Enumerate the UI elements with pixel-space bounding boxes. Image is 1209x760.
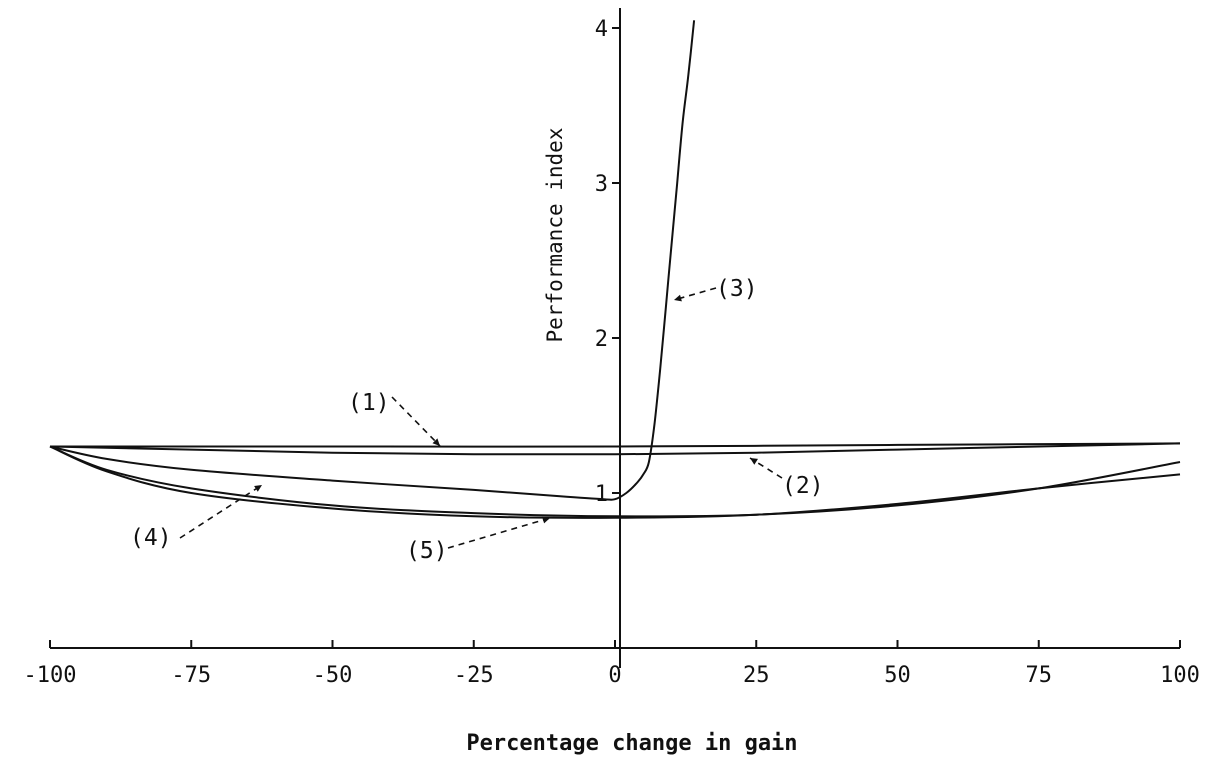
x-tick-label: 25	[743, 663, 770, 688]
series-arrowhead-2	[750, 458, 758, 465]
series-label-3: (3)	[716, 276, 758, 302]
series-leader-3	[673, 287, 717, 301]
x-tick-label: -25	[454, 663, 494, 688]
series-arrowhead-5	[542, 516, 550, 524]
x-tick-label: -75	[171, 663, 211, 688]
series-leader-1	[391, 396, 441, 447]
series-arrowhead-1	[432, 438, 440, 446]
y-tick-label: 2	[595, 327, 608, 352]
y-tick-label: 4	[595, 17, 608, 42]
y-tick-label: 3	[595, 172, 608, 197]
axes: -100 -75 -50 -25 0 25 50 75 100 1 2 3 4	[24, 8, 1200, 688]
curve-labels: (1) (2) (3) (4) (5)	[130, 276, 824, 564]
x-tick-label: -50	[313, 663, 353, 688]
curves	[49, 20, 1181, 519]
series-line-3	[49, 20, 696, 501]
series-label-1: (1)	[348, 390, 390, 416]
series-leader-4	[179, 484, 263, 539]
series-line-2	[49, 442, 1181, 456]
series-line-1	[49, 442, 1181, 448]
series-arrowhead-3	[674, 294, 682, 302]
series-line-4	[49, 445, 1181, 518]
y-tick-label: 1	[595, 482, 608, 507]
series-label-4: (4)	[130, 525, 172, 551]
series-arrowhead-4	[254, 485, 262, 492]
series-leader-5	[447, 517, 551, 549]
series-label-5: (5)	[406, 538, 448, 564]
x-axis-title: Percentage change in gain	[466, 731, 797, 756]
x-tick-label: 75	[1026, 663, 1053, 688]
series-line-5	[49, 445, 1181, 519]
y-axis-title: Performance index	[543, 128, 567, 343]
series-label-2: (2)	[782, 473, 824, 499]
x-tick-label: 100	[1160, 663, 1200, 688]
x-tick-label: -100	[24, 663, 77, 688]
x-tick-label: 50	[884, 663, 911, 688]
x-tick-label: 0	[608, 663, 621, 688]
